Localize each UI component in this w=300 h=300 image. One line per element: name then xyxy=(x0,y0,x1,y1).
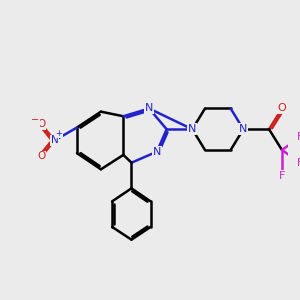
Text: O: O xyxy=(38,151,46,161)
Text: F: F xyxy=(279,171,285,181)
Text: F: F xyxy=(297,158,300,168)
Text: N: N xyxy=(145,103,153,113)
Text: −: − xyxy=(31,115,39,125)
Text: N: N xyxy=(188,124,196,134)
Text: N: N xyxy=(153,147,161,157)
Text: O: O xyxy=(278,103,286,113)
Text: N: N xyxy=(51,136,58,146)
Text: F: F xyxy=(297,132,300,142)
Text: N: N xyxy=(239,124,248,134)
Text: O: O xyxy=(38,119,46,129)
Text: +: + xyxy=(56,129,62,138)
